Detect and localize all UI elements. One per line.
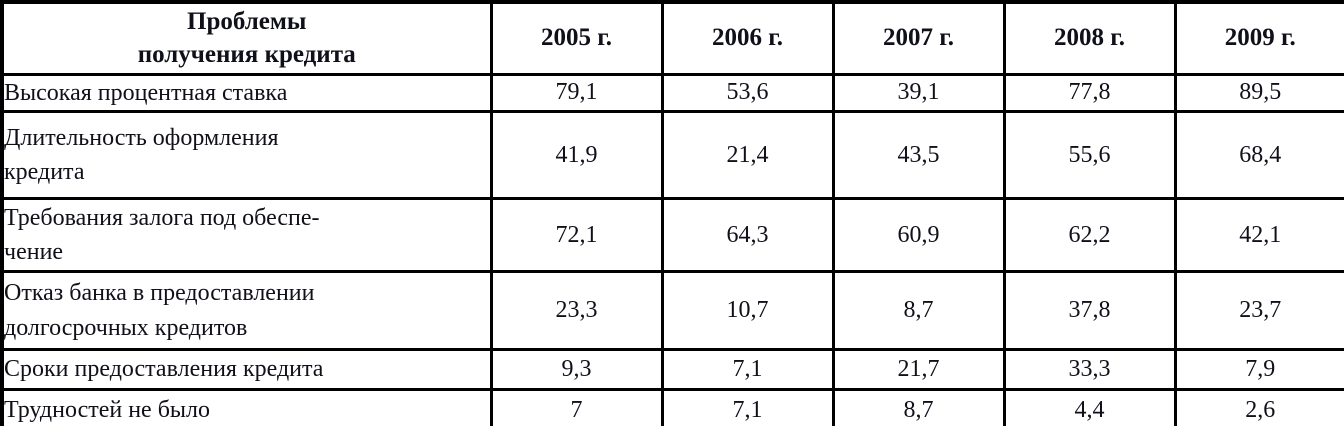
row-label: Требования залога под обеспе- чение [0, 197, 493, 274]
table-cell: 10,7 [660, 270, 835, 352]
table-cell: 7 [489, 388, 664, 426]
column-header-problems: Проблемы получения кредита [0, 0, 493, 76]
table-cell: 64,3 [660, 197, 835, 274]
table-cell: 62,2 [1002, 197, 1177, 274]
table-cell: 42,1 [1173, 197, 1344, 274]
table-cell: 9,3 [489, 348, 664, 392]
row-label: Трудностей не было [0, 388, 493, 426]
column-header-year-2006: 2006 г. [660, 0, 835, 76]
table-cell: 7,1 [660, 388, 835, 426]
table-cell: 2,6 [1173, 388, 1344, 426]
table-cell: 72,1 [489, 197, 664, 274]
table-cell: 4,4 [1002, 388, 1177, 426]
table-row: Трудностей не было 7 7,1 8,7 4,4 2,6 [0, 388, 1344, 426]
column-header-year-2007: 2007 г. [831, 0, 1006, 76]
table-row: Отказ банка в предоставлении долгосрочны… [0, 270, 1344, 352]
row-label: Длительность оформления кредита [0, 110, 493, 201]
column-header-year-2009: 2009 г. [1173, 0, 1344, 76]
table-cell: 37,8 [1002, 270, 1177, 352]
table-cell: 55,6 [1002, 110, 1177, 201]
column-header-year-2005: 2005 г. [489, 0, 664, 76]
table-cell: 77,8 [1002, 72, 1177, 114]
table-row: Требования залога под обеспе- чение 72,1… [0, 197, 1344, 274]
row-label: Высокая процентная ставка [0, 72, 493, 114]
table-cell: 8,7 [831, 270, 1006, 352]
table-cell: 23,3 [489, 270, 664, 352]
table-cell: 23,7 [1173, 270, 1344, 352]
row-label: Сроки предоставления кредита [0, 348, 493, 392]
table-cell: 7,1 [660, 348, 835, 392]
table-cell: 60,9 [831, 197, 1006, 274]
table-cell: 39,1 [831, 72, 1006, 114]
table-cell: 43,5 [831, 110, 1006, 201]
table-cell: 79,1 [489, 72, 664, 114]
table-cell: 33,3 [1002, 348, 1177, 392]
column-header-year-2008: 2008 г. [1002, 0, 1177, 76]
table-cell: 21,7 [831, 348, 1006, 392]
table-cell: 8,7 [831, 388, 1006, 426]
table-cell: 21,4 [660, 110, 835, 201]
table-cell: 41,9 [489, 110, 664, 201]
table-cell: 7,9 [1173, 348, 1344, 392]
table-header-row: Проблемы получения кредита 2005 г. 2006 … [0, 0, 1344, 76]
table-row: Сроки предоставления кредита 9,3 7,1 21,… [0, 348, 1344, 392]
table-row: Высокая процентная ставка 79,1 53,6 39,1… [0, 72, 1344, 114]
row-label: Отказ банка в предоставлении долгосрочны… [0, 270, 493, 352]
table-cell: 68,4 [1173, 110, 1344, 201]
table-row: Длительность оформления кредита 41,9 21,… [0, 110, 1344, 201]
table-cell: 89,5 [1173, 72, 1344, 114]
table-cell: 53,6 [660, 72, 835, 114]
